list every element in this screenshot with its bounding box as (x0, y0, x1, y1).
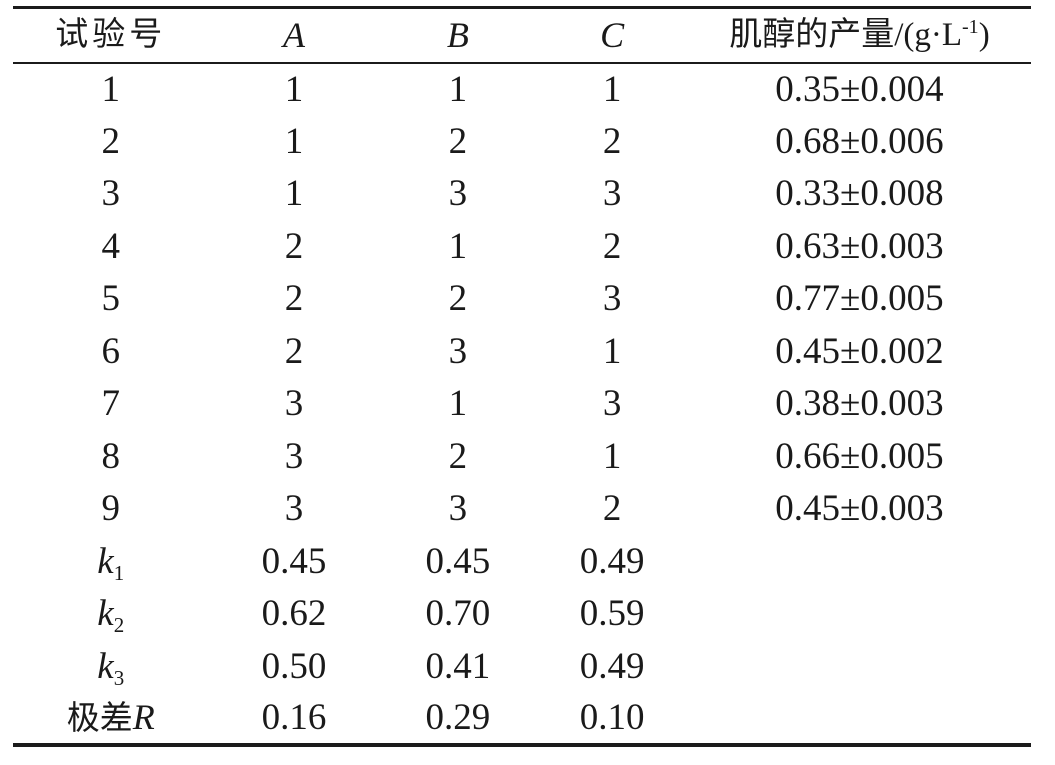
cell-a: 3 (284, 435, 304, 477)
cell-c: 3 (602, 383, 622, 425)
cell-yield-empty (688, 693, 1031, 746)
k-subscript: 2 (113, 613, 125, 638)
cell-a: 2 (284, 278, 304, 320)
table-row-k2: k2 0.62 0.70 0.59 (13, 588, 1031, 641)
cell-yield: 0.35±0.004 (775, 68, 944, 110)
cell-b: 3 (448, 173, 468, 215)
cell-trial-no: 6 (101, 330, 120, 372)
cell-trial-no: 9 (101, 488, 120, 530)
cell-trial-no: 5 (101, 278, 120, 320)
table-row-trial-4: 4 2 1 2 0.63±0.003 (13, 220, 1031, 273)
cell-stat-label-k3: k3 (13, 640, 208, 693)
cell-range-label: 极差R (13, 693, 208, 746)
range-symbol-r: R (132, 697, 155, 738)
cell-a: 2 (284, 225, 304, 267)
cell-a: 1 (284, 68, 304, 110)
table-row-k1: k1 0.45 0.45 0.49 (13, 535, 1031, 588)
cell-c: 1 (602, 435, 622, 477)
table-row-trial-5: 5 2 2 3 0.77±0.005 (13, 273, 1031, 326)
cell-a: 1 (284, 120, 304, 162)
cell-b: 0.45 (425, 540, 491, 582)
cell-b: 1 (448, 225, 468, 267)
col-header-factor-b: B (446, 15, 469, 56)
orthogonal-experiment-table: 试验号 A B C 肌醇的产量/(g·L-1) 1 1 1 1 0.35±0.0… (13, 6, 1031, 747)
cell-a: 0.62 (261, 593, 327, 635)
col-header-trial-number: 试验号 (55, 16, 167, 53)
cell-b: 0.41 (425, 645, 491, 687)
cell-c: 0.59 (579, 593, 645, 635)
col-header-factor-c: C (600, 15, 625, 56)
cell-c: 1 (602, 68, 622, 110)
cell-yield: 0.38±0.003 (775, 383, 944, 425)
cell-yield: 0.66±0.005 (775, 435, 944, 477)
cell-yield: 0.33±0.008 (775, 173, 944, 215)
cell-b: 1 (448, 383, 468, 425)
yield-unit-suffix: ) (978, 16, 990, 53)
cell-a: 3 (284, 383, 304, 425)
cell-c: 2 (602, 120, 622, 162)
table-row-trial-8: 8 3 2 1 0.66±0.005 (13, 430, 1031, 483)
cell-b: 2 (448, 278, 468, 320)
cell-b: 3 (448, 488, 468, 530)
cell-yield: 0.68±0.006 (775, 120, 944, 162)
cell-trial-no: 8 (101, 435, 120, 477)
k-symbol: k (97, 645, 114, 687)
cell-a: 0.16 (261, 697, 327, 739)
cell-yield: 0.77±0.005 (775, 278, 944, 320)
k-symbol: k (97, 540, 114, 582)
cell-b: 2 (448, 435, 468, 477)
table-row-trial-2: 2 1 2 2 0.68±0.006 (13, 115, 1031, 168)
table-row-trial-6: 6 2 3 1 0.45±0.002 (13, 325, 1031, 378)
table-row-range: 极差R 0.16 0.29 0.10 (13, 693, 1031, 746)
table-row-trial-9: 9 3 3 2 0.45±0.003 (13, 483, 1031, 536)
cell-trial-no: 1 (101, 68, 120, 110)
cell-c: 3 (602, 173, 622, 215)
table-row-trial-7: 7 3 1 3 0.38±0.003 (13, 378, 1031, 431)
cell-c: 0.49 (579, 540, 645, 582)
cell-yield: 0.45±0.002 (775, 330, 944, 372)
yield-unit-prefix: 肌醇的产量/(g·L (729, 16, 963, 53)
yield-unit-superscript: -1 (962, 15, 979, 38)
cell-c: 0.10 (579, 697, 645, 739)
cell-b: 3 (448, 330, 468, 372)
k-subscript: 1 (113, 560, 125, 585)
k-subscript: 3 (113, 665, 125, 690)
cell-c: 2 (602, 488, 622, 530)
cell-yield: 0.63±0.003 (775, 225, 944, 267)
cell-trial-no: 7 (101, 383, 120, 425)
cell-c: 1 (602, 330, 622, 372)
range-label-text: 极差 (66, 701, 133, 738)
cell-a: 0.45 (261, 540, 327, 582)
header-row: 试验号 A B C 肌醇的产量/(g·L-1) (13, 8, 1031, 63)
table-row-k3: k3 0.50 0.41 0.49 (13, 640, 1031, 693)
col-header-factor-a: A (282, 15, 305, 56)
col-header-inositol-yield: 肌醇的产量/(g·L-1) (688, 8, 1031, 63)
cell-b: 1 (448, 68, 468, 110)
cell-b: 0.70 (425, 593, 491, 635)
k-symbol: k (97, 593, 114, 635)
table-row-trial-3: 3 1 3 3 0.33±0.008 (13, 168, 1031, 221)
cell-trial-no: 4 (101, 225, 120, 267)
cell-yield-empty (688, 535, 1031, 588)
cell-yield: 0.45±0.003 (775, 488, 944, 530)
cell-c: 3 (602, 278, 622, 320)
cell-a: 0.50 (261, 645, 327, 687)
cell-trial-no: 3 (101, 173, 120, 215)
cell-b: 2 (448, 120, 468, 162)
cell-a: 1 (284, 173, 304, 215)
table-row-trial-1: 1 1 1 1 0.35±0.004 (13, 63, 1031, 116)
cell-stat-label-k1: k1 (13, 535, 208, 588)
cell-trial-no: 2 (101, 120, 120, 162)
cell-yield-empty (688, 588, 1031, 641)
cell-b: 0.29 (425, 697, 491, 739)
cell-yield-empty (688, 640, 1031, 693)
cell-c: 0.49 (579, 645, 645, 687)
cell-stat-label-k2: k2 (13, 588, 208, 641)
cell-c: 2 (602, 225, 622, 267)
cell-a: 3 (284, 488, 304, 530)
cell-a: 2 (284, 330, 304, 372)
